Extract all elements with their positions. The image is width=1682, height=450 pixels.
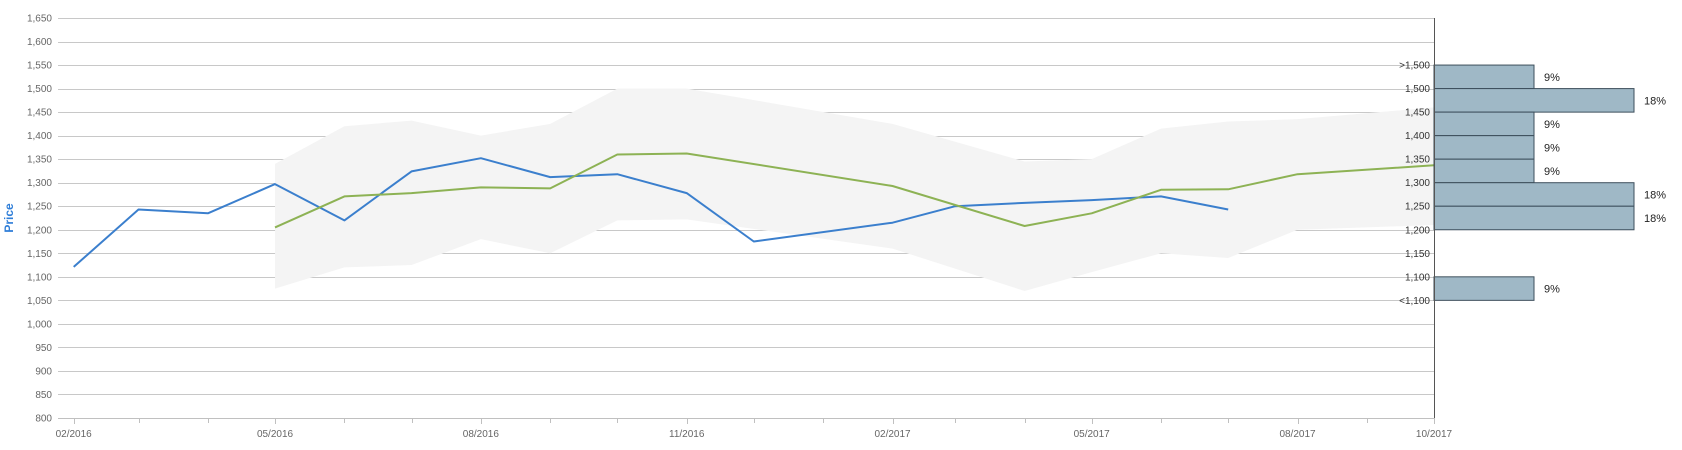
- distribution-bar-label: 9%: [1544, 119, 1560, 131]
- distribution-bar-label: 18%: [1644, 189, 1666, 201]
- x-tick-label: 11/2016: [669, 429, 705, 440]
- range-band: [275, 88, 1435, 291]
- y-tick-label: 1,000: [27, 319, 52, 330]
- y-tick-label: 1,200: [27, 225, 52, 236]
- distribution-axis-label: 1,400: [1405, 131, 1430, 142]
- distribution-axis-label: 1,350: [1405, 155, 1430, 166]
- distribution-bar-label: 9%: [1544, 284, 1560, 296]
- y-axis-label: Price: [2, 203, 16, 233]
- distribution-bar: [1433, 111, 1535, 137]
- y-tick-label: 1,600: [27, 37, 52, 48]
- y-tick-label: 1,300: [27, 178, 52, 189]
- y-tick-label: 1,450: [27, 108, 52, 119]
- distribution-axis-label: 1,150: [1405, 249, 1430, 260]
- distribution-bar-label: 9%: [1544, 166, 1560, 178]
- distribution-axis-label: <1,100: [1399, 296, 1430, 307]
- y-tick-label: 900: [35, 366, 52, 377]
- x-tick-label: 10/2017: [1416, 429, 1453, 440]
- distribution-axis-label: >1,500: [1399, 61, 1430, 72]
- distribution-bar: [1433, 88, 1635, 113]
- x-tick-label: 02/2016: [56, 429, 93, 440]
- distribution-bar-label: 18%: [1644, 213, 1666, 225]
- y-tick-label: 950: [35, 343, 52, 354]
- distribution-axis-label: 1,200: [1405, 225, 1430, 236]
- y-tick-label: 1,150: [27, 249, 52, 260]
- distribution-axis-label: 1,450: [1405, 108, 1430, 119]
- y-tick-label: 1,400: [27, 131, 52, 142]
- distribution-bar: [1433, 276, 1535, 301]
- distribution-bar: [1433, 182, 1635, 207]
- distribution-bar-label: 18%: [1644, 95, 1666, 107]
- y-tick-label: 1,650: [27, 14, 52, 25]
- distribution-bar-label: 9%: [1544, 142, 1560, 154]
- y-tick-label: 1,250: [27, 202, 52, 213]
- distribution-bar: [1433, 64, 1535, 90]
- axes: 1,650 1,600 1,550 1,500 1,450 1,400 1,350 1,300…: [27, 14, 1453, 441]
- range-band-area: [275, 88, 1435, 291]
- distribution-bar-label: 9%: [1544, 72, 1560, 84]
- distribution-axis-label: 1,100: [1405, 272, 1430, 283]
- x-tick-label: 08/2017: [1279, 429, 1316, 440]
- series-lines: [73, 152, 1435, 268]
- distribution-bar: [1433, 158, 1535, 184]
- x-tick-label: 02/2017: [874, 429, 911, 440]
- y-tick-label: 1,100: [27, 272, 52, 283]
- series-line-1: [73, 157, 1229, 268]
- x-tick-label: 05/2017: [1074, 429, 1111, 440]
- distribution-bar: [1433, 205, 1635, 231]
- series-line-2: [274, 152, 1435, 229]
- y-tick-label: 1,350: [27, 155, 52, 166]
- distribution-histogram: 9% 18% 9% 9% 9% 18% 18% 9% >1,500 1,500 1,450 1,400…: [1399, 61, 1666, 307]
- distribution-axis-label: 1,500: [1405, 84, 1430, 95]
- y-tick-label: 1,550: [27, 61, 52, 72]
- x-tick-label: 05/2016: [257, 429, 294, 440]
- distribution-bar: [1433, 135, 1535, 160]
- y-tick-label: 1,050: [27, 296, 52, 307]
- y-tick-label: 850: [35, 390, 52, 401]
- x-tick-label: 08/2016: [463, 429, 500, 440]
- distribution-axis-label: 1,300: [1405, 178, 1430, 189]
- y-tick-label: 1,500: [27, 84, 52, 95]
- y-tick-label: 800: [35, 414, 52, 425]
- distribution-axis-label: 1,250: [1405, 202, 1430, 213]
